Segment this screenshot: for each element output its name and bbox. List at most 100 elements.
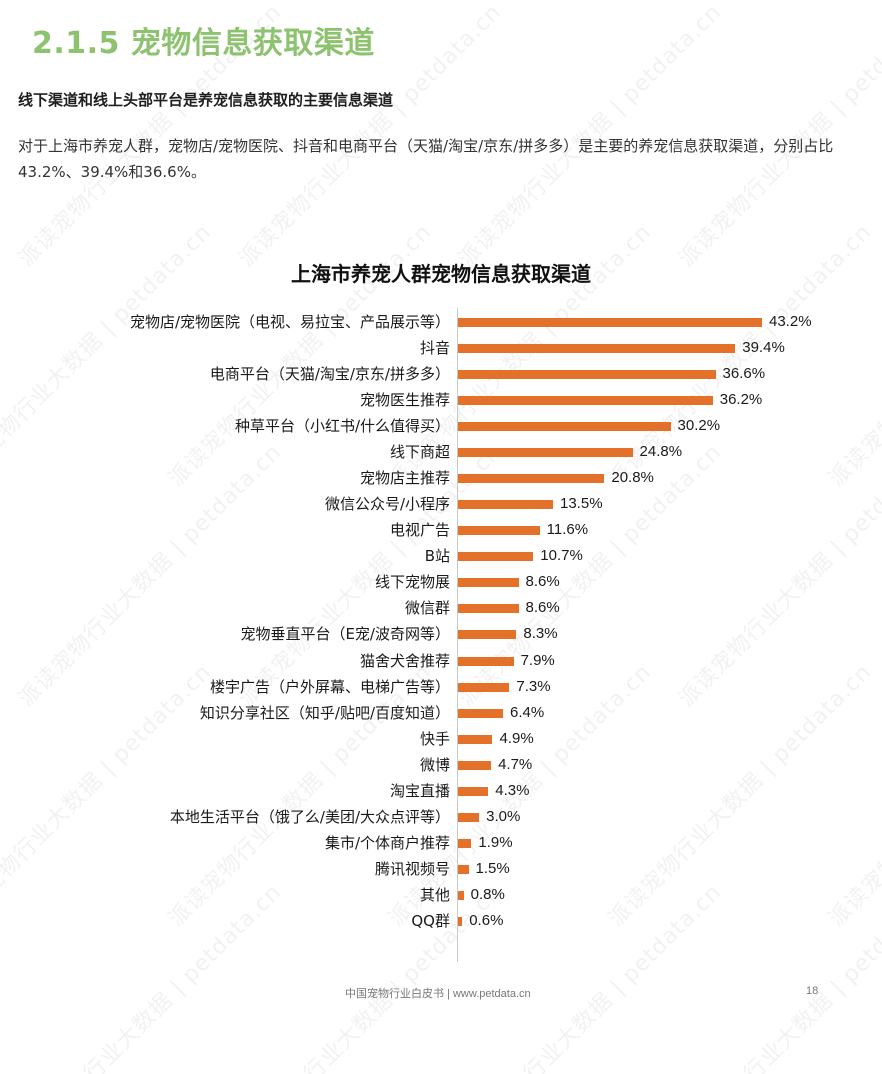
value-label: 20.8% (611, 469, 654, 487)
chart-row: 猫舍犬舍推荐 7.9% (0, 648, 882, 674)
value-label: 1.5% (475, 859, 510, 877)
chart-title: 上海市养宠人群宠物信息获取渠道 (291, 262, 591, 286)
chart-row: 宠物医生推荐 36.2% (0, 387, 882, 413)
bar (458, 526, 540, 536)
bar (458, 578, 519, 588)
bar (458, 682, 510, 692)
category-label: B站 (424, 547, 450, 566)
category-label: 微信公众号/小程序 (324, 495, 450, 514)
value-label: 0.6% (469, 911, 504, 929)
chart-row: 楼宇广告（户外屏幕、电梯广告等） 7.3% (0, 674, 882, 700)
bar (458, 448, 633, 458)
value-label: 8.6% (525, 573, 560, 591)
category-label: 电商平台（天猫/淘宝/京东/拼多多） (209, 365, 450, 384)
category-label: 微博 (419, 755, 450, 774)
chart-row: 微博 4.7% (0, 752, 882, 778)
category-label: 其他 (419, 885, 450, 904)
category-label: 猫舍犬舍推荐 (359, 651, 450, 670)
category-label: 微信群 (404, 599, 450, 618)
bar (458, 474, 605, 484)
value-label: 24.8% (639, 443, 683, 461)
chart-row: 线下宠物展 8.6% (0, 569, 882, 595)
value-label: 7.3% (516, 677, 551, 695)
value-label: 1.9% (478, 833, 513, 851)
category-label: 淘宝直播 (389, 781, 450, 800)
chart-row: 微信公众号/小程序 13.5% (0, 491, 882, 517)
bar (458, 708, 504, 718)
value-label: 30.2% (677, 417, 721, 435)
chart-row: 淘宝直播 4.3% (0, 778, 882, 804)
value-label: 10.7% (540, 547, 583, 565)
bar (458, 552, 534, 562)
category-label: 宠物垂直平台（E宠/波奇网等） (240, 625, 450, 644)
page-number: 18 (806, 985, 819, 997)
chart-row: 集市/个体商户推荐 1.9% (0, 830, 882, 856)
value-label: 0.8% (470, 885, 505, 903)
chart-row: 电视广告 11.6% (0, 517, 882, 543)
chart-row: 微信群 8.6% (0, 595, 882, 621)
bar (458, 890, 464, 900)
chart-row: 抖音 39.4% (0, 335, 882, 361)
value-label: 7.9% (520, 651, 555, 669)
chart-row: 电商平台（天猫/淘宝/京东/拼多多） 36.6% (0, 361, 882, 387)
category-label: 知识分享社区（知乎/贴吧/百度知道） (199, 703, 450, 722)
bar (458, 630, 517, 640)
category-label: 宠物店主推荐 (359, 469, 450, 488)
chart-row: 宠物店主推荐 20.8% (0, 465, 882, 491)
category-label: 线下商超 (389, 443, 450, 462)
bar (458, 370, 716, 380)
footer-text: 中国宠物行业白皮书 | www.petdata.cn (345, 988, 531, 1000)
bar (458, 318, 762, 327)
value-label: 13.5% (560, 495, 603, 513)
category-label: 宠物店/宠物医院（电视、易拉宝、产品展示等） (129, 313, 450, 331)
chart-row: 本地生活平台（饿了么/美团/大众点评等） 3.0% (0, 804, 882, 830)
bar (458, 812, 480, 822)
section-title: 2.1.5 宠物信息获取渠道 (32, 26, 375, 61)
value-label: 4.3% (495, 781, 530, 799)
value-label: 4.7% (498, 755, 533, 773)
bar (458, 500, 553, 510)
category-label: QQ群 (411, 911, 450, 930)
value-label: 8.3% (523, 625, 558, 643)
bar (458, 838, 472, 848)
category-label: 腾讯视频号 (374, 859, 450, 878)
bar (458, 656, 514, 666)
chart-row: 腾讯视频号 1.5% (0, 856, 882, 882)
value-label: 8.6% (525, 599, 560, 617)
category-label: 快手 (419, 729, 450, 748)
bar (458, 396, 713, 406)
bar (458, 760, 492, 770)
bar (458, 422, 671, 432)
bar (458, 786, 489, 796)
bar (458, 864, 469, 874)
category-label: 集市/个体商户推荐 (324, 833, 450, 852)
value-label: 43.2% (769, 313, 812, 330)
value-label: 39.4% (742, 339, 785, 357)
value-label: 36.6% (722, 365, 766, 383)
chart-row: B站 10.7% (0, 543, 882, 569)
category-label: 楼宇广告（户外屏幕、电梯广告等） (209, 677, 450, 696)
chart-row: 快手 4.9% (0, 726, 882, 752)
section-subheading: 线下渠道和线上头部平台是养宠信息获取的主要信息渠道 (18, 91, 394, 109)
bar (458, 344, 736, 354)
chart-row: 其他 0.8% (0, 882, 882, 908)
bar (458, 734, 493, 744)
section-paragraph: 对于上海市养宠人群，宠物店/宠物医院、抖音和电商平台（天猫/淘宝/京东/拼多多）… (18, 137, 834, 181)
chart-row: 线下商超 24.8% (0, 439, 882, 465)
category-label: 电视广告 (389, 521, 450, 540)
y-axis-line (457, 308, 458, 962)
chart-row: QQ群 0.6% (0, 908, 882, 934)
category-label: 宠物医生推荐 (359, 391, 450, 410)
bar (458, 604, 519, 614)
chart-row: 知识分享社区（知乎/贴吧/百度知道） 6.4% (0, 700, 882, 726)
category-label: 种草平台（小红书/什么值得买） (234, 417, 450, 436)
value-label: 36.2% (719, 391, 763, 409)
value-label: 4.9% (499, 729, 534, 747)
value-label: 6.4% (510, 703, 545, 721)
category-label: 本地生活平台（饿了么/美团/大众点评等） (169, 807, 450, 826)
value-label: 11.6% (546, 521, 589, 539)
bar (458, 916, 463, 926)
value-label: 3.0% (486, 807, 521, 825)
category-label: 线下宠物展 (374, 573, 450, 592)
chart-row: 宠物垂直平台（E宠/波奇网等） 8.3% (0, 621, 882, 647)
